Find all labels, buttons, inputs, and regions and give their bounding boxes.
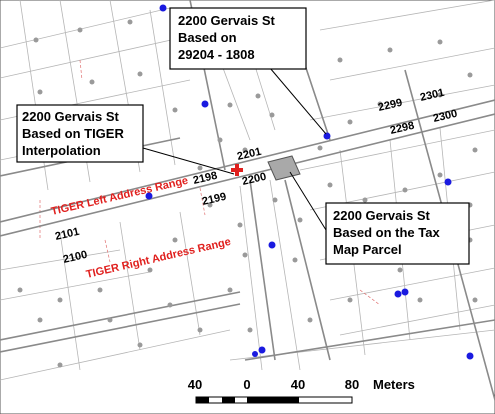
callout-tax-map: 2200 Gervais St Based on the Tax Map Par… (326, 203, 469, 264)
callout-line: 2200 Gervais St (333, 208, 431, 223)
callout-line: Based on the Tax (333, 225, 440, 240)
callout-line: 2200 Gervais St (22, 109, 120, 124)
scale-unit-label: Meters (373, 377, 415, 392)
callout-line: Map Parcel (333, 242, 402, 257)
scale-bar-segment (247, 397, 299, 403)
callout-parcel-1808: 2200 Gervais St Based on 29204 - 1808 (170, 8, 306, 69)
callout-line: Based on TIGER (22, 126, 124, 141)
scale-tick-label: 40 (188, 377, 202, 392)
scale-bar-segment (196, 397, 209, 403)
callout-tiger: 2200 Gervais St Based on TIGER Interpola… (17, 105, 143, 162)
scale-tick-label: 40 (291, 377, 305, 392)
scale-bar-segment (222, 397, 235, 403)
scale-tick-label: 80 (345, 377, 359, 392)
callout-line: 29204 - 1808 (178, 47, 255, 62)
callout-line: 2200 Gervais St (178, 13, 276, 28)
scale-bar-background (190, 370, 480, 410)
scale-bar: 40 0 40 80 Meters (188, 370, 480, 410)
callout-line: Based on (178, 30, 237, 45)
callout-line: Interpolation (22, 143, 101, 158)
scale-tick-label: 0 (243, 377, 250, 392)
